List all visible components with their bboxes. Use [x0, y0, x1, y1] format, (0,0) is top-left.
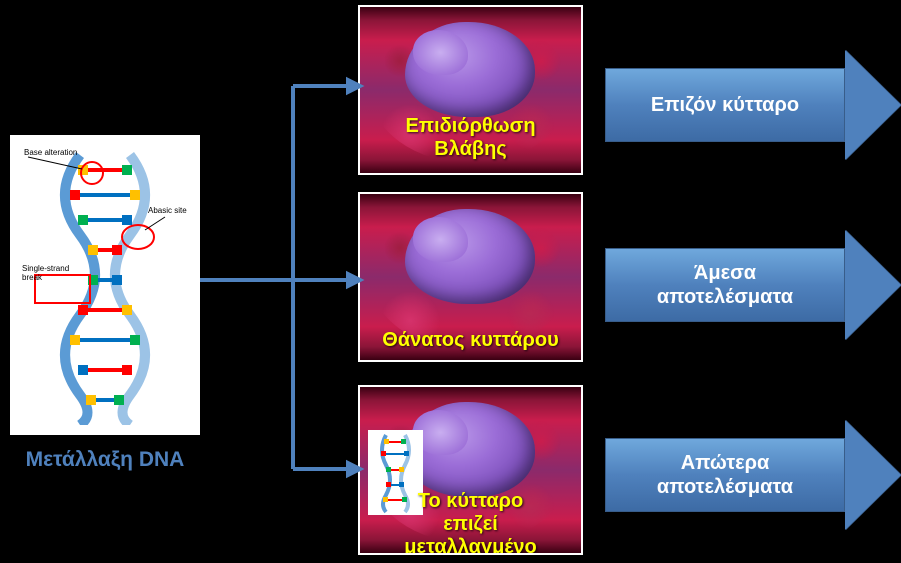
dna-mutation-label: Μετάλλαξη DNA: [10, 448, 200, 472]
dna-annot-abasic: Abasic site: [148, 206, 187, 215]
arrow-text-immediate: Άμεσααποτελέσματα: [657, 261, 793, 309]
dna-illustration: Base alteration Abasic site Single-stran…: [10, 135, 200, 435]
outcome-arrow-surviving: Επιζόν κύτταρο: [605, 50, 901, 160]
arrow-text-surviving: Επιζόν κύτταρο: [651, 93, 799, 117]
dna-annot-base: Base alteration: [24, 148, 77, 157]
dna-helix-svg: Base alteration Abasic site Single-stran…: [20, 145, 190, 425]
cell-death: Θάνατος κυττάρου: [358, 192, 583, 362]
dna-annot-break: Single-strand: [22, 264, 69, 273]
cell-mutated: Το κύτταρο επιζεί μεταλλαγμένο: [358, 385, 583, 555]
cell-repair: ΕπιδιόρθωσηΒλάβης: [358, 5, 583, 175]
outcome-arrow-immediate: Άμεσααποτελέσματα: [605, 230, 901, 340]
outcome-arrow-late: Απώτερααποτελέσματα: [605, 420, 901, 530]
svg-text:break: break: [22, 273, 43, 282]
cell-mutated-label: Το κύτταρο επιζεί μεταλλαγμένο: [360, 490, 581, 555]
arrow-text-late: Απώτερααποτελέσματα: [657, 451, 793, 499]
cell-death-label: Θάνατος κυττάρου: [360, 329, 581, 352]
cell-repair-label: ΕπιδιόρθωσηΒλάβης: [360, 115, 581, 161]
